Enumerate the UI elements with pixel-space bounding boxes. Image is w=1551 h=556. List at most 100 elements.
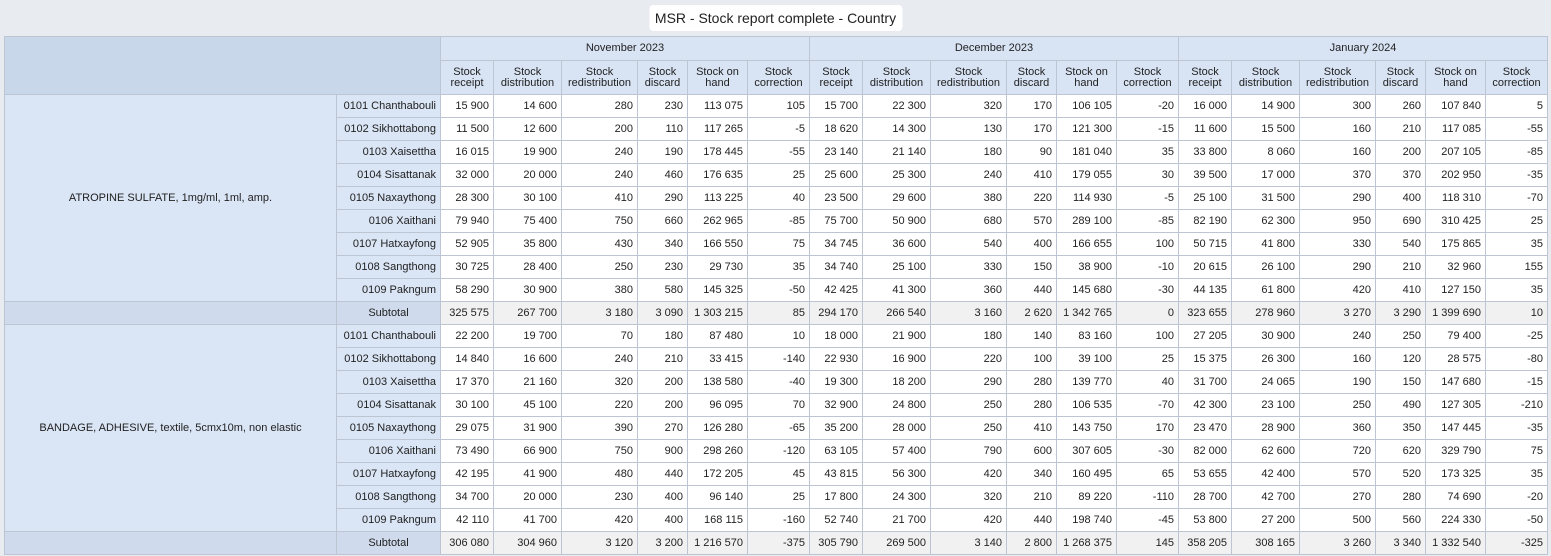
subtotal-value: 3 120 (561, 531, 638, 555)
title-bar: MSR - Stock report complete - Country (0, 0, 1551, 36)
value-cell: 87 480 (687, 324, 748, 348)
district-cell: 0104 Sisattanak (336, 393, 441, 417)
value-cell: 175 865 (1425, 232, 1486, 256)
value-cell: -20 (1116, 94, 1179, 118)
value-cell: 360 (930, 278, 1007, 302)
value-cell: 250 (930, 393, 1007, 417)
value-cell: 82 000 (1178, 439, 1232, 463)
value-cell: -15 (1116, 117, 1179, 141)
value-cell: 390 (561, 416, 638, 440)
value-cell: 75 (1485, 439, 1548, 463)
value-cell: 262 965 (687, 209, 748, 233)
subtotal-value: 145 (1116, 531, 1179, 555)
data-row: 0102 Sikhottabong 14 840 16 600 240 210 33 41… (5, 347, 1548, 371)
value-cell: 150 (1006, 255, 1057, 279)
value-cell: 420 (1299, 278, 1376, 302)
value-cell: 329 790 (1425, 439, 1486, 463)
value-cell: 34 745 (809, 232, 863, 256)
district-cell: 0106 Xaithani (336, 209, 441, 233)
value-cell: 27 200 (1231, 508, 1300, 532)
data-row: ATROPINE SULFATE, 1mg/ml, 1ml, amp. 0101 … (4, 94, 1548, 302)
value-cell: 520 (1375, 462, 1426, 486)
value-cell: 20 000 (493, 485, 562, 509)
value-cell: 580 (637, 278, 688, 302)
value-cell: 400 (1375, 186, 1426, 210)
value-cell: -30 (1116, 439, 1179, 463)
value-cell: 33 800 (1178, 140, 1232, 164)
value-cell: -35 (1485, 163, 1548, 187)
column-header: Stock correction (1485, 60, 1548, 95)
value-cell: 600 (1006, 439, 1057, 463)
value-cell: 41 300 (862, 278, 931, 302)
value-cell: 42 400 (1231, 462, 1300, 486)
value-cell: 420 (930, 508, 1007, 532)
value-cell: 29 730 (687, 255, 748, 279)
value-cell: 110 (637, 117, 688, 141)
value-cell: 310 425 (1425, 209, 1486, 233)
subtotal-value: 1 342 765 (1056, 301, 1117, 325)
district-cell: 0101 Chanthabouli (336, 94, 441, 118)
value-cell: 16 600 (493, 347, 562, 371)
value-cell: 210 (1375, 117, 1426, 141)
value-cell: 140 (1006, 324, 1057, 348)
column-header: Stock receipt (1178, 60, 1232, 95)
value-cell: 45 (747, 462, 810, 486)
data-row: 0105 Naxaythong 28 300 30 100 410 290 113 225… (5, 186, 1548, 210)
header-row: November 2023 December 2023 January 2024 (4, 36, 1548, 95)
subtotal-value: 2 620 (1006, 301, 1057, 325)
value-cell: 121 300 (1056, 117, 1117, 141)
district-cell: 0107 Hatxayfong (336, 462, 441, 486)
column-header: Stock redistribution (1299, 60, 1376, 95)
value-cell: 20 000 (493, 163, 562, 187)
value-cell: 240 (930, 163, 1007, 187)
corner-cell (4, 36, 441, 95)
value-cell: 45 100 (493, 393, 562, 417)
value-cell: 230 (561, 485, 638, 509)
subtotal-value: 306 080 (440, 531, 494, 555)
value-cell: 31 700 (1178, 370, 1232, 394)
value-cell: 190 (1299, 370, 1376, 394)
value-cell: 29 600 (862, 186, 931, 210)
value-cell: 14 840 (440, 347, 494, 371)
column-header: Stock correction (1116, 60, 1179, 95)
value-cell: 181 040 (1056, 140, 1117, 164)
value-cell: 107 840 (1425, 94, 1486, 118)
month-header: November 2023 (440, 36, 810, 61)
value-cell: -20 (1485, 485, 1548, 509)
value-cell: 52 740 (809, 508, 863, 532)
value-cell: 63 105 (809, 439, 863, 463)
data-row: 0106 Xaithani 79 940 75 400 750 660 262 965 -8… (5, 209, 1548, 233)
value-cell: -15 (1485, 370, 1548, 394)
data-row: 0108 Sangthong 30 725 28 400 250 230 29 730 35… (5, 255, 1548, 279)
value-cell: 25 (747, 163, 810, 187)
value-cell: 440 (637, 462, 688, 486)
value-cell: 25 (747, 485, 810, 509)
data-row: 0105 Naxaythong 29 075 31 900 390 270 126 280… (5, 416, 1548, 440)
value-cell: 83 160 (1056, 324, 1117, 348)
subtotal-value: -375 (747, 531, 810, 555)
value-cell: 220 (930, 347, 1007, 371)
value-cell: 33 415 (687, 347, 748, 371)
value-cell: -45 (1116, 508, 1179, 532)
subtotal-value: 10 (1485, 301, 1548, 325)
subtotal-value: 3 340 (1375, 531, 1426, 555)
value-cell: -5 (1116, 186, 1179, 210)
subtotal-row: Subtotal 325 575 267 700 3 180 3 090 1 303 21… (4, 301, 1548, 325)
value-cell: 200 (637, 393, 688, 417)
value-cell: -70 (1116, 393, 1179, 417)
value-cell: 370 (1299, 163, 1376, 187)
subtotal-value: 266 540 (862, 301, 931, 325)
column-header: Stock receipt (440, 60, 494, 95)
value-cell: 139 770 (1056, 370, 1117, 394)
value-cell: 680 (930, 209, 1007, 233)
value-cell: 660 (637, 209, 688, 233)
subtotal-value: 325 575 (440, 301, 494, 325)
value-cell: -55 (747, 140, 810, 164)
value-cell: 410 (1006, 416, 1057, 440)
value-cell: 410 (1375, 278, 1426, 302)
value-cell: 160 495 (1056, 462, 1117, 486)
value-cell: 950 (1299, 209, 1376, 233)
value-cell: 155 (1485, 255, 1548, 279)
district-cell: 0106 Xaithani (336, 439, 441, 463)
value-cell: 160 (1299, 117, 1376, 141)
